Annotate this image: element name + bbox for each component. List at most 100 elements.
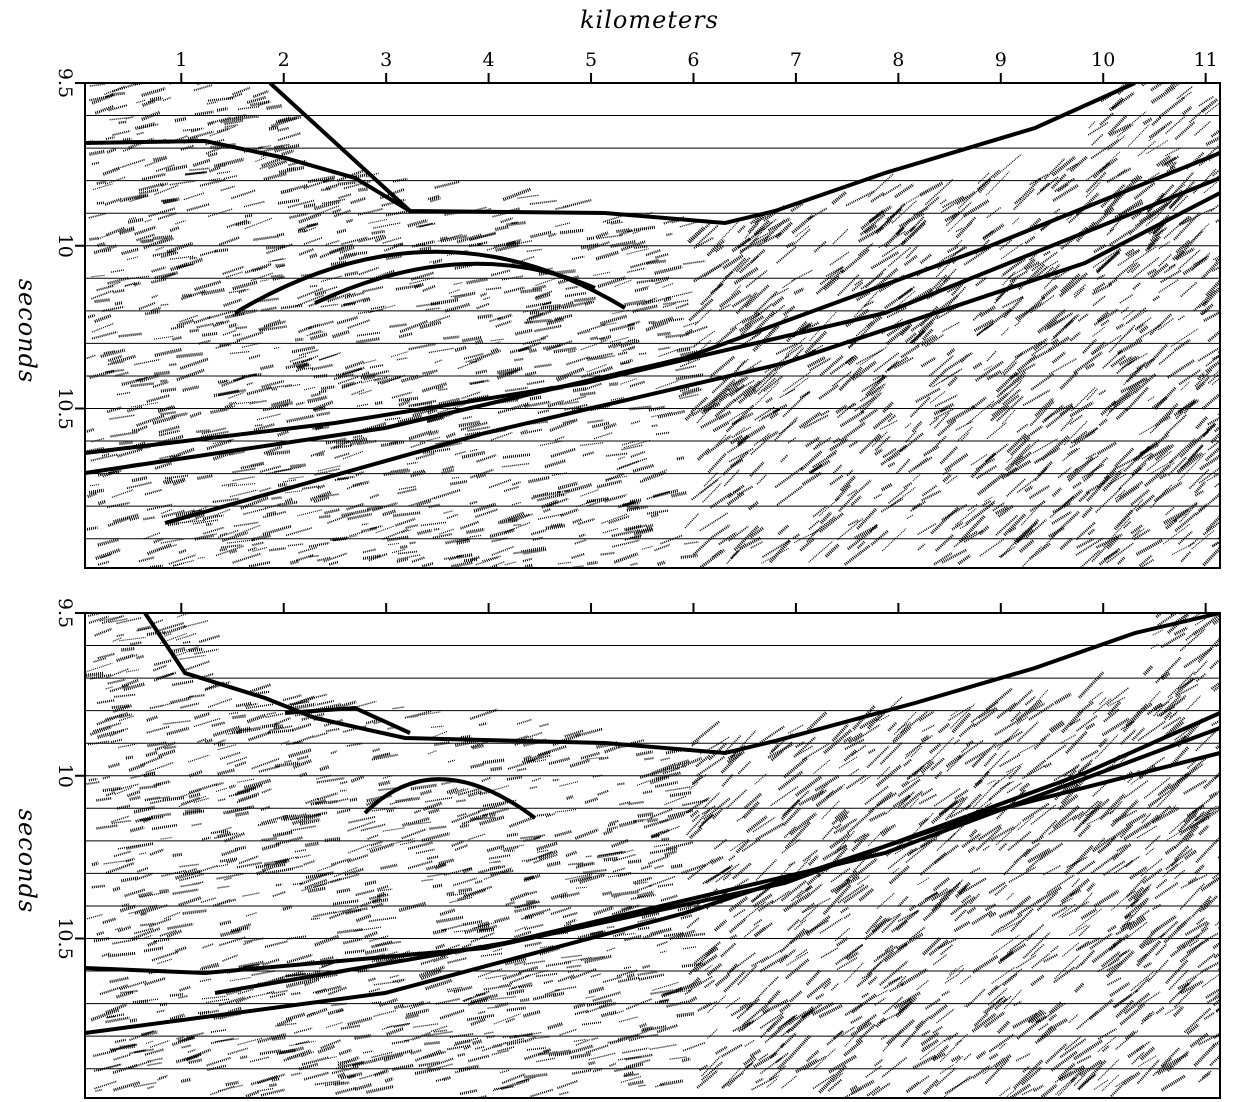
y-tick-label: 10.5 (54, 387, 76, 429)
trace (993, 935, 1020, 954)
trace (756, 860, 776, 881)
trace (170, 181, 196, 185)
trace (408, 842, 433, 848)
trace (149, 919, 170, 927)
trace (619, 459, 646, 468)
x-axis-label: kilometers (580, 6, 719, 34)
trace (189, 784, 217, 792)
trace (555, 436, 565, 440)
trace (975, 1013, 988, 1026)
trace (107, 1014, 124, 1017)
trace (1017, 424, 1027, 432)
trace (140, 892, 167, 897)
trace (512, 502, 521, 504)
trace (295, 339, 303, 340)
trace (612, 540, 639, 547)
trace (103, 777, 110, 779)
trace (553, 780, 559, 781)
trace (646, 250, 660, 255)
trace (1036, 399, 1053, 416)
trace (1052, 907, 1067, 916)
trace (1043, 527, 1063, 548)
trace (1218, 844, 1236, 858)
trace (106, 370, 124, 372)
trace (460, 1090, 477, 1094)
trace (572, 257, 584, 259)
trace (98, 539, 119, 544)
trace (230, 352, 249, 354)
trace (1022, 1088, 1035, 1094)
trace (1206, 133, 1229, 145)
trace (113, 290, 124, 292)
trace (960, 723, 975, 736)
trace (102, 307, 124, 311)
trace (476, 371, 487, 373)
trace (1004, 974, 1017, 985)
trace (205, 740, 212, 742)
trace (397, 555, 420, 559)
trace (1157, 432, 1169, 444)
trace (470, 502, 478, 504)
trace (607, 827, 618, 829)
trace (487, 846, 504, 851)
trace (1194, 290, 1215, 311)
trace (507, 834, 518, 836)
trace (393, 513, 420, 516)
trace (800, 538, 814, 550)
trace (530, 787, 537, 789)
trace (587, 1000, 612, 1005)
trace (998, 1021, 1009, 1032)
trace (1054, 806, 1079, 828)
trace (1124, 823, 1149, 839)
trace (1099, 390, 1106, 394)
trace (658, 884, 674, 886)
trace (163, 98, 171, 101)
trace (142, 89, 165, 96)
trace (1000, 781, 1014, 789)
trace (852, 745, 866, 755)
trace (999, 843, 1006, 850)
trace (498, 520, 517, 522)
trace (683, 1042, 705, 1050)
trace (183, 911, 207, 914)
trace (87, 429, 94, 431)
trace (203, 527, 224, 533)
trace (337, 230, 346, 232)
trace (140, 924, 154, 926)
trace (685, 513, 699, 528)
trace (122, 249, 139, 254)
trace (181, 1079, 191, 1081)
trace (575, 830, 598, 839)
trace (98, 562, 109, 565)
trace (86, 782, 99, 784)
trace (1202, 99, 1217, 111)
trace (463, 417, 471, 419)
trace (874, 413, 893, 428)
trace (527, 1048, 546, 1050)
trace (1183, 92, 1192, 99)
trace (290, 356, 307, 362)
trace (315, 201, 340, 208)
trace (108, 953, 135, 956)
trace (1092, 134, 1103, 145)
trace (154, 372, 170, 374)
trace (742, 313, 759, 322)
trace (852, 1081, 874, 1093)
trace (523, 1012, 540, 1016)
trace (541, 306, 561, 309)
trace (150, 1041, 169, 1048)
trace (119, 637, 145, 640)
trace (407, 462, 417, 464)
trace (284, 866, 303, 870)
trace (355, 1084, 372, 1089)
trace (165, 747, 177, 749)
y-axis-label: seconds (13, 809, 41, 914)
trace (1088, 883, 1095, 891)
trace (924, 1080, 938, 1094)
trace (1061, 372, 1078, 389)
trace (867, 746, 889, 767)
trace (831, 356, 856, 374)
trace (415, 810, 421, 812)
trace (1181, 382, 1190, 391)
trace (406, 1015, 420, 1018)
